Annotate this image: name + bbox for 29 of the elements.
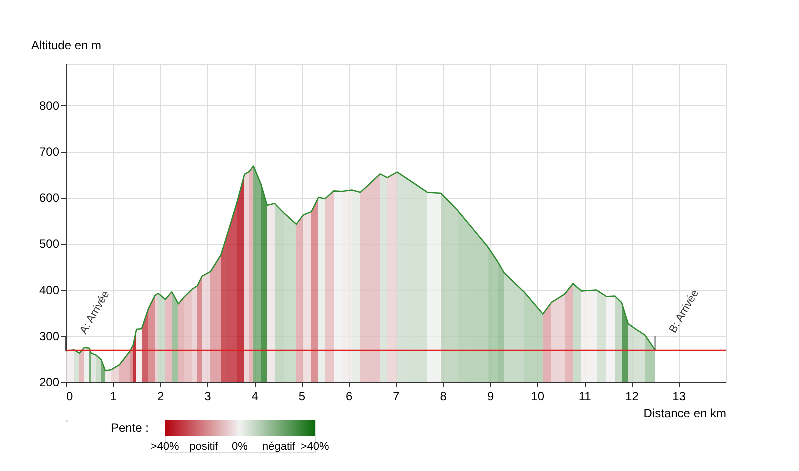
x-tick-label: 10 xyxy=(531,390,545,404)
color-bar-title: Pente : xyxy=(110,421,149,435)
color-bar-label: >40% xyxy=(150,441,180,454)
text: positif xyxy=(190,441,220,454)
y-axis-title: Altitude en m xyxy=(32,38,102,52)
x-tick-label: 1 xyxy=(110,390,118,404)
y-tick-label: 600 xyxy=(39,191,60,206)
x-tick-label: 4 xyxy=(252,390,259,404)
x-axis-title: Distance en km xyxy=(644,406,726,420)
y-tick-label: 200 xyxy=(39,376,60,390)
color-bar-label: 0% xyxy=(232,441,248,454)
x-tick-label: 9 xyxy=(487,390,494,404)
x-tick-label: 12 xyxy=(626,390,640,404)
y-tick-label: 300 xyxy=(39,329,60,344)
text: négatif xyxy=(262,441,296,454)
y-tick-label: 400 xyxy=(39,283,60,298)
y-tick-label: 500 xyxy=(39,237,60,252)
y-tick-label: 700 xyxy=(39,145,60,160)
x-tick-label: 7 xyxy=(393,390,400,404)
y-tick-label: 800 xyxy=(39,98,60,113)
x-tick-label: 5 xyxy=(298,390,306,404)
x-tick-label: 11 xyxy=(578,390,592,404)
x-tick-label: 6 xyxy=(346,390,354,404)
x-tick-label: 0 xyxy=(66,390,74,404)
x-tick-label: 3 xyxy=(204,390,212,404)
x-tick-label: 2 xyxy=(157,390,164,404)
x-tick-label: 13 xyxy=(672,390,686,404)
x-tick-label: 8 xyxy=(440,390,448,404)
color-bar-label: >40% xyxy=(300,441,330,454)
